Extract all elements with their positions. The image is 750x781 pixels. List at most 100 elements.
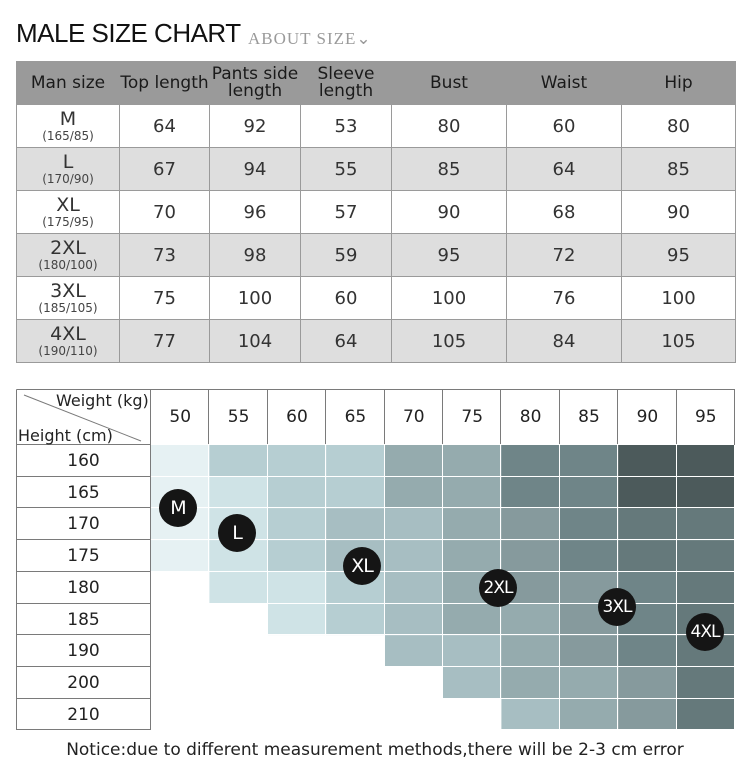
fit-cell: [618, 666, 677, 699]
col-hip: Hip: [621, 61, 736, 105]
weight-label: 70: [402, 407, 425, 427]
size-name: L: [62, 150, 74, 173]
table-cell: 100: [621, 276, 736, 320]
table-cell: 59: [300, 233, 392, 277]
table-cell: 95: [621, 233, 736, 277]
fit-cell: [267, 445, 327, 477]
height-label: 190: [67, 641, 100, 662]
fit-cell: [676, 698, 735, 730]
fit-cell: [267, 540, 327, 572]
fit-cell: [384, 445, 443, 477]
weight-label: 50: [169, 407, 192, 427]
size-height-bust: (190/110): [38, 343, 98, 358]
col-sleeve-length: Sleeve length: [300, 61, 392, 105]
size-name: M: [59, 107, 77, 130]
fit-cell: [676, 666, 735, 699]
size-cell: 3XL (185/105): [16, 276, 120, 320]
fit-cell: [384, 571, 443, 604]
fit-cell: [267, 508, 327, 541]
col-pants-length-label: Pants side length: [211, 64, 299, 101]
fit-cell: [384, 603, 443, 636]
fit-cell: [209, 666, 268, 699]
height-label: 165: [67, 482, 100, 503]
fit-cell: [501, 635, 560, 667]
table-cell: 104: [209, 319, 301, 363]
weight-label: 60: [286, 407, 308, 427]
fit-cell: [676, 540, 735, 572]
size-cell: 4XL (190/110): [16, 319, 120, 363]
fit-cell: [267, 571, 327, 604]
size-badge: 2XL: [479, 569, 517, 607]
size-badge: M: [159, 489, 197, 527]
fit-cell: [209, 571, 268, 604]
table-cell: 72: [506, 233, 622, 277]
fit-cell: [676, 445, 735, 477]
size-cell: XL (175/95): [16, 190, 120, 234]
fit-cell: [559, 540, 619, 572]
size-height-bust: (170/90): [42, 171, 94, 186]
fit-cell: [267, 476, 327, 509]
fit-cell: [443, 603, 502, 636]
fit-grid: Weight (kg) Height (cm) 50 55 60 65 70 75 80 85…: [16, 389, 735, 730]
col-top-length: Top length: [119, 61, 210, 105]
fit-cell: [384, 508, 443, 541]
fit-cell: [443, 635, 502, 667]
fit-cell: [618, 476, 677, 509]
table-cell: 68: [506, 190, 622, 234]
table-cell: 57: [300, 190, 392, 234]
table-row: 3XL (185/105) 75 100 60 100 76 100: [16, 276, 736, 320]
table-cell: 77: [119, 319, 210, 363]
height-label: 185: [67, 609, 100, 630]
size-name: 4XL: [50, 322, 86, 345]
size-name: 3XL: [50, 279, 86, 302]
table-row: 2XL (180/100) 73 98 59 95 72 95: [16, 233, 736, 277]
fit-cell: [501, 666, 560, 699]
fit-cell: [443, 508, 502, 541]
fit-cell: [618, 445, 677, 477]
fit-cell: [443, 540, 502, 572]
fit-cell: [209, 445, 268, 477]
fit-cell: [151, 635, 210, 667]
table-cell: 64: [300, 319, 392, 363]
fit-cell: [209, 635, 268, 667]
table-cell: 100: [209, 276, 301, 320]
col-bust: Bust: [391, 61, 507, 105]
fit-cell: [618, 698, 677, 730]
table-cell: 92: [209, 104, 301, 148]
fit-cell: [501, 508, 560, 541]
table-cell: 67: [119, 147, 210, 191]
table-cell: 85: [391, 147, 507, 191]
height-label: 210: [67, 704, 100, 725]
table-row: XL (175/95) 70 96 57 90 68 90: [16, 190, 736, 234]
fit-cell: [267, 635, 327, 667]
fit-cell: [501, 445, 560, 477]
height-label: 200: [67, 672, 100, 693]
fit-cell: [209, 603, 268, 636]
table-cell: 105: [621, 319, 736, 363]
table-row: 4XL (190/110) 77 104 64 105 84 105: [16, 319, 736, 363]
size-badge: 4XL: [686, 613, 724, 651]
size-badge: XL: [343, 547, 381, 585]
fit-cell: [151, 666, 210, 699]
fit-cell: [618, 635, 677, 667]
size-badge: L: [218, 514, 256, 552]
size-cell: 2XL (180/100): [16, 233, 120, 277]
fit-cell: [326, 508, 385, 541]
notice-text: Notice:due to different measurement meth…: [66, 740, 684, 760]
weight-label: 95: [694, 407, 717, 427]
table-cell: 85: [621, 147, 736, 191]
table-cell: 105: [391, 319, 507, 363]
table-cell: 60: [300, 276, 392, 320]
col-man-size: Man size: [16, 61, 120, 105]
fit-cell: [501, 540, 560, 572]
height-label: 180: [67, 577, 100, 598]
fit-cell: [559, 445, 619, 477]
table-cell: 60: [506, 104, 622, 148]
fit-cell: [443, 476, 502, 509]
fit-cell: [443, 666, 502, 699]
size-table-body: M (165/85) 64 92 53 80 60 80 L (170/90) 67 94 55 85 64…: [16, 104, 736, 363]
fit-cell: [559, 508, 619, 541]
fit-cell: [443, 445, 502, 477]
size-cell: M (165/85): [16, 104, 120, 148]
table-cell: 90: [391, 190, 507, 234]
